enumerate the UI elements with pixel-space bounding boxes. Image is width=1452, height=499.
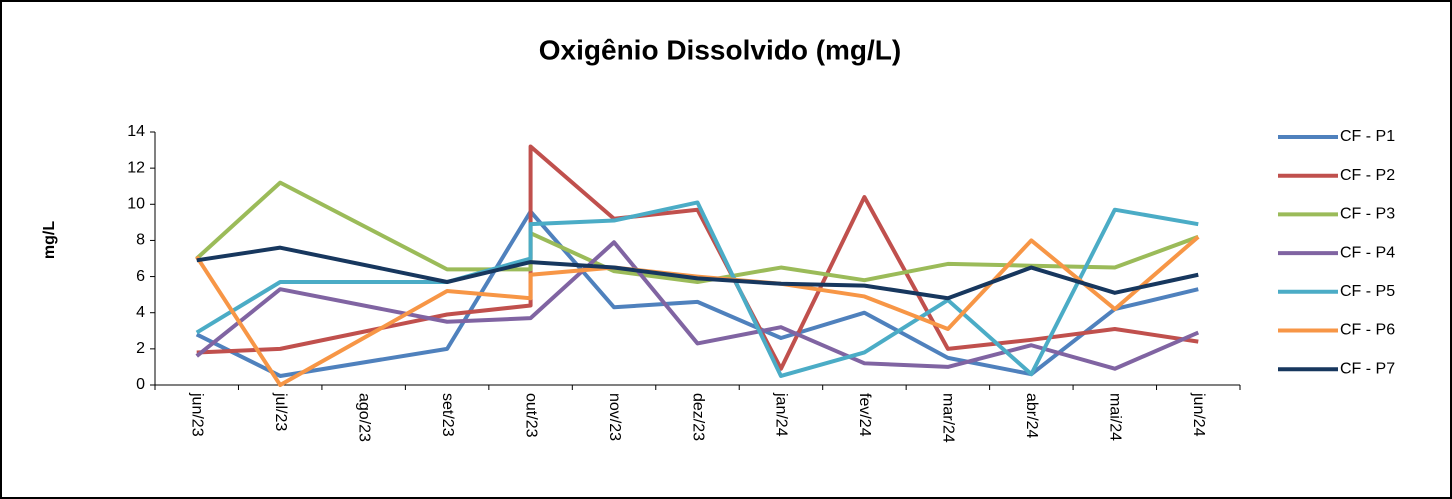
x-tick-label: jun/23 [188,392,205,437]
x-tick-label: nov/23 [606,393,623,441]
x-tick-label: set/23 [439,393,456,437]
y-tick-label: 14 [127,123,145,140]
data-line [196,245,1199,301]
x-tick-label: fev/24 [856,393,873,437]
y-tick-label: 4 [136,304,145,321]
x-tick-label: out/23 [522,393,539,438]
y-tick-label: 2 [136,340,145,357]
legend-label: CF - P4 [1340,244,1395,261]
x-tick-label: jan/24 [773,392,790,437]
data-line [195,209,1199,378]
legend-label: CF - P3 [1340,206,1395,223]
x-tick-label: abr/24 [1023,393,1040,438]
x-tick-label: ago/23 [355,393,372,442]
x-tick-label: jun/24 [1190,392,1207,437]
legend-label: CF - P5 [1340,283,1395,300]
y-tick-label: 0 [136,376,145,393]
y-tick-label: 12 [127,159,145,176]
x-tick-label: mai/24 [1107,393,1124,441]
legend-label: CF - P1 [1340,128,1395,145]
y-tick-label: 10 [127,196,145,213]
x-tick-label: jul/23 [272,392,289,431]
legend-label: CF - P7 [1340,360,1395,377]
y-tick-label: 8 [136,232,145,249]
x-tick-label: mar/24 [940,393,957,443]
y-tick-label: 6 [136,268,145,285]
x-tick-label: dez/23 [689,393,706,441]
chart-title: Oxigênio Dissolvido (mg/L) [539,34,901,65]
legend-label: CF - P2 [1340,167,1395,184]
data-line [196,144,1199,371]
legend-label: CF - P6 [1340,322,1395,339]
y-axis-label: mg/L [41,221,58,259]
